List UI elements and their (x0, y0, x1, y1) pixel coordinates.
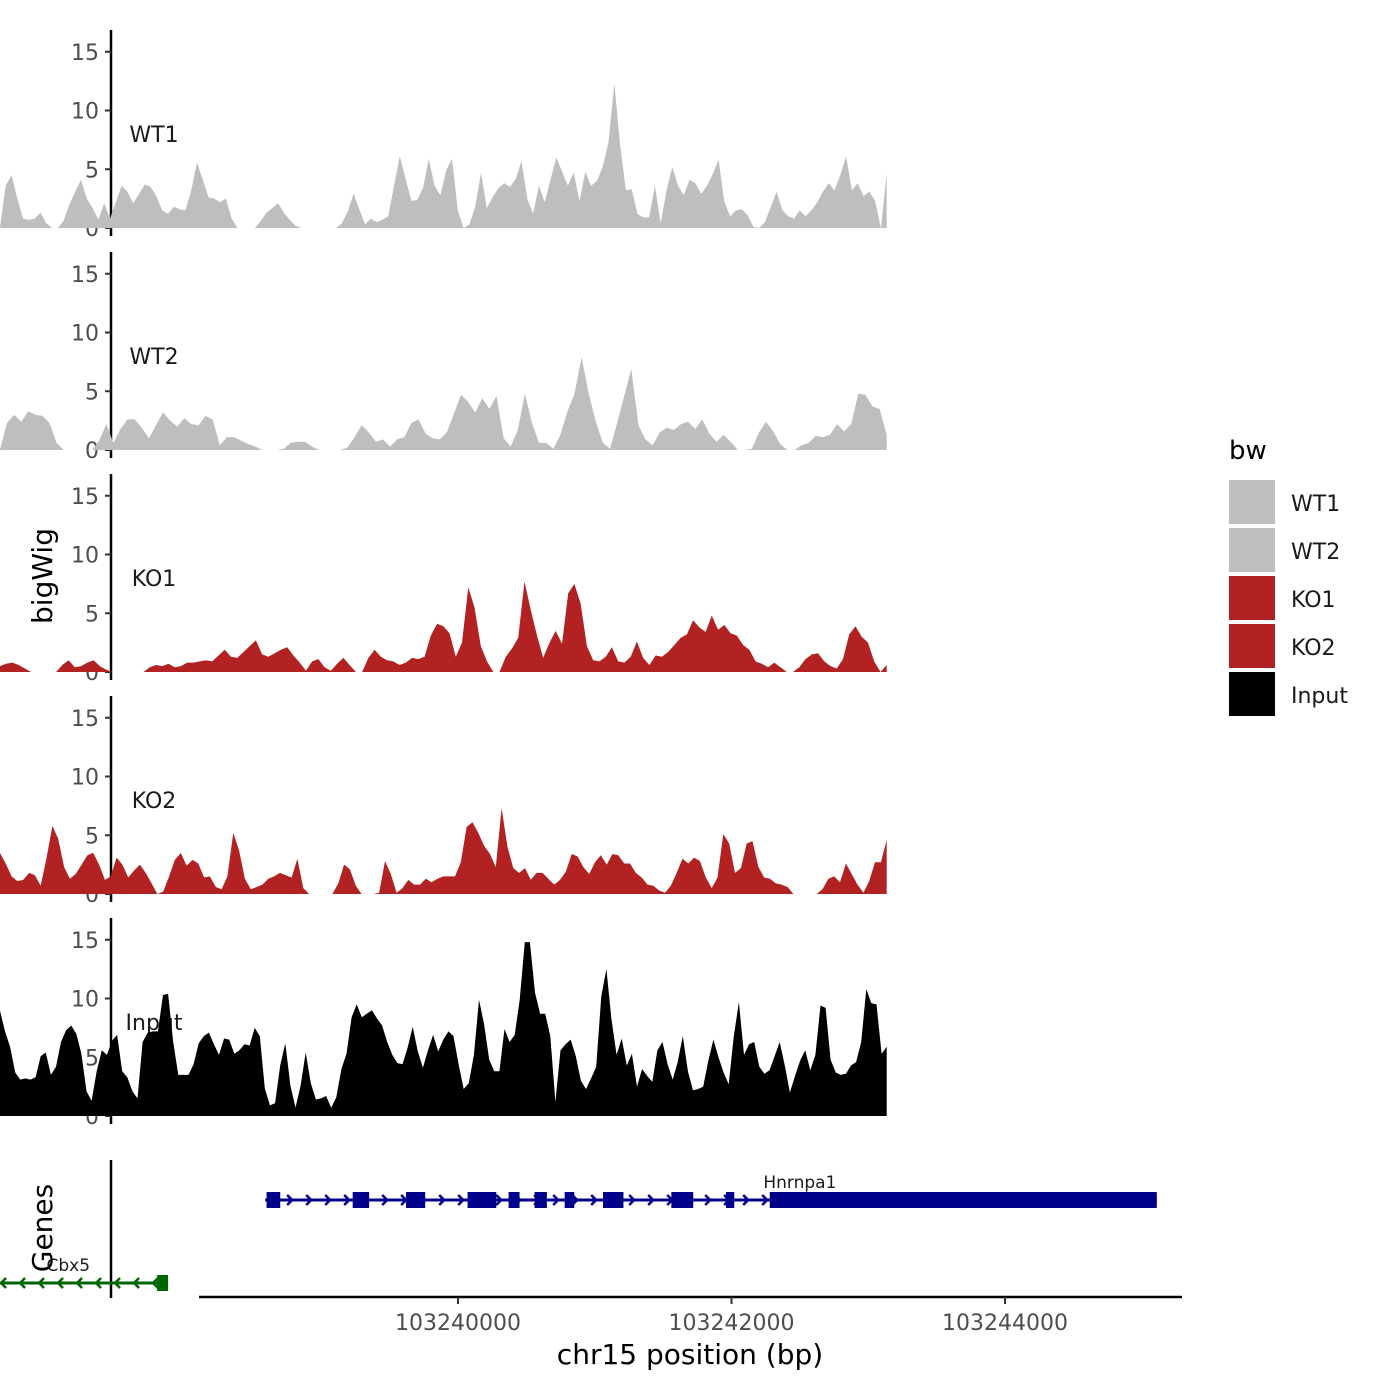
y-tick-label: 5 (85, 158, 99, 183)
gene-exon (406, 1192, 426, 1208)
strand-arrow (132, 1277, 140, 1289)
strand-arrow (647, 1194, 655, 1206)
y-tick-label: 10 (71, 100, 99, 125)
x-tick-label: 103244000 (942, 1311, 1068, 1336)
gene-label: Hnrnpa1 (763, 1173, 836, 1193)
y-axis-title: bigWig (26, 528, 59, 624)
y-tick-label: 15 (71, 485, 99, 510)
legend-swatch (1229, 576, 1275, 620)
strand-arrow (0, 1277, 7, 1289)
x-tick-label: 103242000 (669, 1311, 795, 1336)
x-axis: 103240000 103242000 103244000 (199, 1295, 1182, 1336)
legend-entry-wt1: WT1 (1229, 480, 1340, 524)
genes-axis-title: Genes (26, 1184, 59, 1272)
gene-exon (157, 1275, 169, 1291)
signal-area-wt1 (0, 83, 887, 228)
legend-swatch (1229, 624, 1275, 668)
track-label: WT2 (129, 345, 178, 370)
gene-annotation-panel: Hnrnpa1 Cbx5 (0, 1160, 1157, 1298)
gene-exon (769, 1192, 1157, 1208)
gene-exon (266, 1192, 281, 1208)
strand-arrow (704, 1194, 712, 1206)
y-tick-label: 5 (85, 602, 99, 627)
strand-arrow (286, 1194, 294, 1206)
gene-exon (564, 1192, 575, 1208)
strand-arrow (75, 1277, 83, 1289)
track-label: WT1 (129, 123, 178, 148)
legend-title: bw (1229, 436, 1267, 466)
strand-arrow (552, 1194, 560, 1206)
legend-label: WT1 (1291, 492, 1340, 517)
legend-entry-wt2: WT2 (1229, 528, 1340, 572)
strand-arrow (457, 1194, 465, 1206)
y-tick-label: 5 (85, 1046, 99, 1071)
y-tick-label: 0 (85, 439, 99, 464)
y-tick-label: 10 (71, 766, 99, 791)
y-tick-label: 10 (71, 988, 99, 1013)
legend-swatch (1229, 528, 1275, 572)
strand-arrow (324, 1194, 332, 1206)
y-tick-label: 5 (85, 380, 99, 405)
signal-tracks: 051015WT1051015WT2051015KO1051015KO20510… (0, 30, 887, 1130)
legend-swatch (1229, 672, 1275, 716)
strand-arrow (343, 1194, 351, 1206)
y-tick-label: 15 (71, 263, 99, 288)
strand-arrow (381, 1194, 389, 1206)
strand-arrow (590, 1194, 598, 1206)
y-tick-label: 10 (71, 322, 99, 347)
strand-arrow (56, 1277, 64, 1289)
signal-area-wt2 (0, 357, 887, 450)
legend-label: KO2 (1291, 636, 1336, 661)
x-axis-title: chr15 position (bp) (557, 1338, 823, 1371)
gene-exon (726, 1192, 735, 1208)
strand-arrow (628, 1194, 636, 1206)
gene-exon (352, 1192, 370, 1208)
legend-entry-input: Input (1229, 672, 1348, 716)
gene-exon (467, 1192, 497, 1208)
y-tick-label: 15 (71, 707, 99, 732)
legend: WT1 WT2 KO1 KO2 Input (1229, 480, 1348, 716)
strand-arrow (495, 1194, 503, 1206)
strand-arrow (37, 1277, 45, 1289)
y-tick-label: 15 (71, 41, 99, 66)
legend-entry-ko1: KO1 (1229, 576, 1336, 620)
strand-arrow (113, 1277, 121, 1289)
track-label: KO2 (132, 789, 177, 814)
track-label: KO1 (132, 567, 177, 592)
track-wt2: 0 5 10 15 WT2 (0, 252, 887, 464)
strand-arrow (151, 1277, 159, 1289)
legend-label: Input (1291, 684, 1348, 709)
x-tick-label: 103240000 (395, 1311, 521, 1336)
strand-arrow (742, 1194, 750, 1206)
y-tick-label: 10 (71, 544, 99, 569)
legend-entry-ko2: KO2 (1229, 624, 1336, 668)
y-tick-label: 5 (85, 824, 99, 849)
signal-area-input (0, 942, 887, 1116)
legend-label: WT2 (1291, 540, 1340, 565)
strand-arrow (94, 1277, 102, 1289)
gene-exon (534, 1192, 547, 1208)
legend-label: KO1 (1291, 588, 1336, 613)
signal-area-ko1 (0, 581, 887, 672)
strand-arrow (305, 1194, 313, 1206)
strand-arrow (761, 1194, 769, 1206)
signal-area-ko2 (0, 808, 887, 894)
gene-hnrnpa1: Hnrnpa1 (265, 1173, 1157, 1208)
gene-label: Cbx5 (46, 1256, 90, 1276)
y-tick-label: 15 (71, 929, 99, 954)
gene-exon (602, 1192, 624, 1208)
strand-arrow (438, 1194, 446, 1206)
strand-arrow (18, 1277, 26, 1289)
gene-exon (508, 1192, 520, 1208)
gene-cbx5: Cbx5 (0, 1256, 169, 1291)
gene-exon (671, 1192, 694, 1208)
legend-swatch (1229, 480, 1275, 524)
